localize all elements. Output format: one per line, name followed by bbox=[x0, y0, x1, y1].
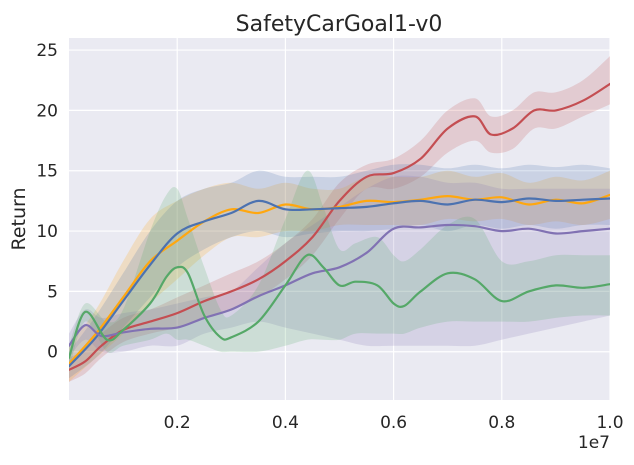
x-tick-label: 0.6 bbox=[380, 413, 407, 433]
y-tick-label: 20 bbox=[36, 101, 58, 121]
y-axis-label: Return bbox=[8, 187, 30, 250]
line-green bbox=[69, 253, 610, 359]
y-tick-label: 0 bbox=[47, 343, 58, 363]
chart-title: SafetyCarGoal1-v0 bbox=[236, 12, 443, 37]
y-tick-label: 5 bbox=[47, 282, 58, 302]
grid-lines bbox=[69, 38, 611, 400]
series-lines bbox=[69, 82, 610, 371]
x-tick-label: 1.0 bbox=[596, 413, 623, 433]
x-axis-offset-label: 1e7 bbox=[578, 433, 610, 453]
band-orange bbox=[69, 170, 610, 382]
x-tick-label: 0.4 bbox=[272, 413, 299, 433]
band-blue bbox=[69, 164, 610, 379]
band-green bbox=[69, 170, 610, 370]
line-red bbox=[69, 82, 610, 371]
line-blue bbox=[69, 197, 610, 368]
x-tick-label: 0.2 bbox=[164, 413, 191, 433]
y-tick-label: 15 bbox=[36, 162, 58, 182]
x-tick-label: 0.8 bbox=[488, 413, 515, 433]
tick-labels: 0.2 0.4 0.6 0.8 1.0 0 5 10 15 20 25 bbox=[36, 41, 623, 433]
y-tick-label: 25 bbox=[36, 41, 58, 61]
y-tick-label: 10 bbox=[36, 222, 58, 242]
plot-background bbox=[69, 38, 610, 400]
